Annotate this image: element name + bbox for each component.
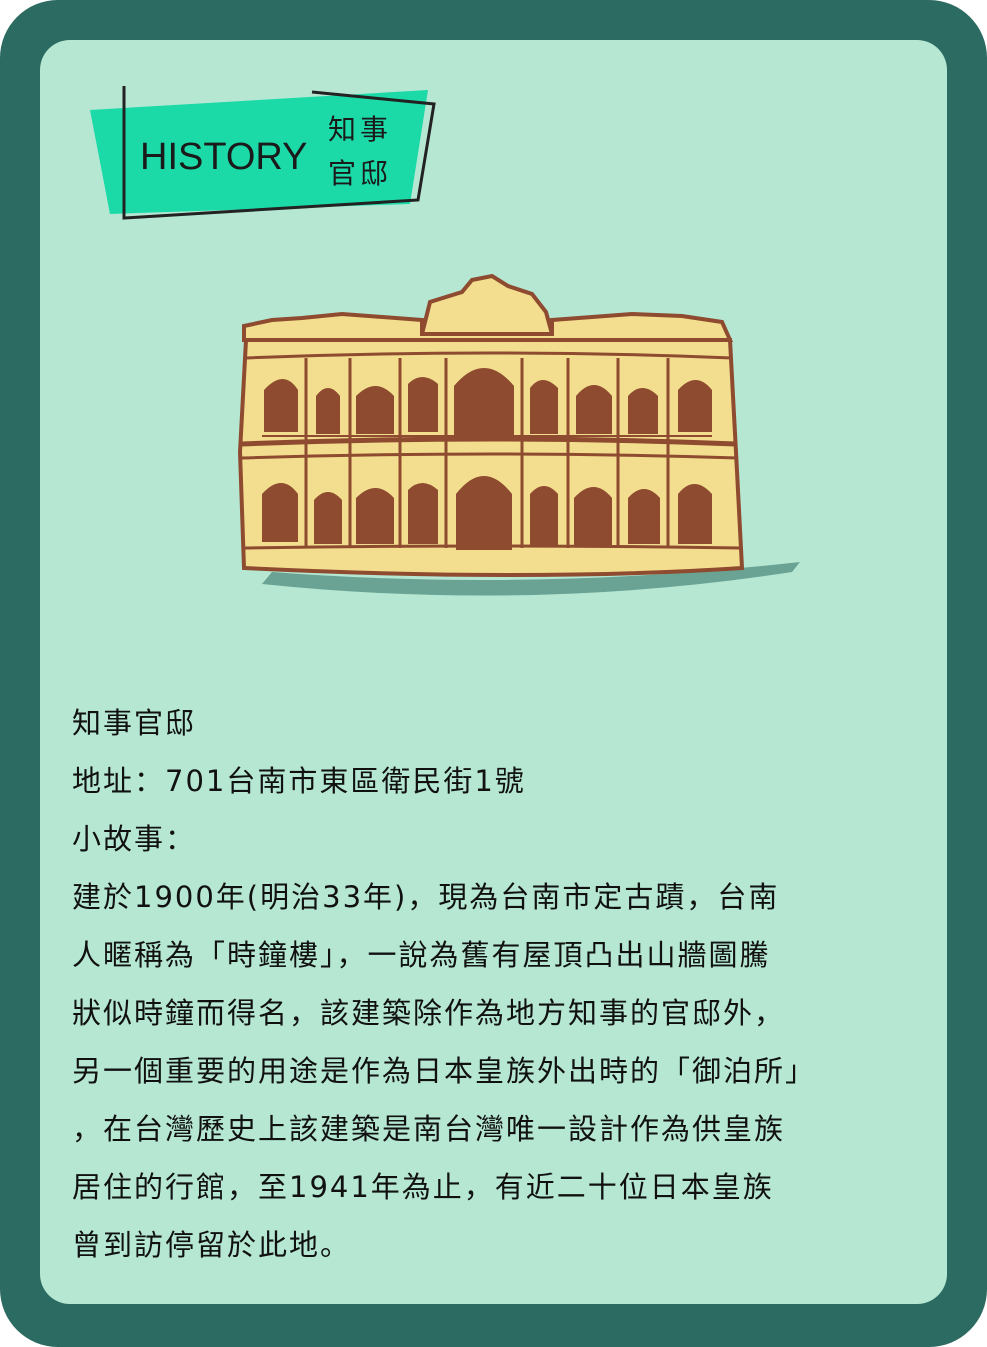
tag-chinese-line2: 官邸 [328,157,393,190]
story-line: 另一個重要的用途是作為日本皇族外出時的「御泊所」 [72,1054,817,1088]
building-roofline [242,311,734,342]
story-line: 居住的行館，至1941年為止，有近二十位日本皇族 [72,1170,774,1204]
building-shadow [262,562,800,596]
tag-english-title: HISTORY [140,136,308,178]
colonial-building-illustration [232,272,802,612]
story-label: 小故事： [72,822,197,856]
building-pediment [419,273,555,336]
story-line: 狀似時鐘而得名，該建築除作為地方知事的官邸外， [72,996,786,1030]
info-text: 知事官邸 地址：701台南市東區衛民街1號 小故事： 建於1900年(明治33年… [72,700,952,1280]
card [40,40,947,1304]
tag-chinese-line1: 知事 [328,113,393,146]
story-line: 人暱稱為「時鐘樓」，一說為舊有屋頂凸出山牆圖騰 [72,938,771,972]
site-name: 知事官邸 [72,706,197,740]
story-line: 建於1900年(明治33年)，現為台南市定古蹟，台南 [72,880,780,914]
building-svg [237,273,800,596]
story-line: ，在台灣歷史上該建築是南台灣唯一設計作為供皇族 [72,1112,786,1146]
history-tag: HISTORY 知事 官邸 [88,82,440,222]
tag-background [90,86,436,220]
story-line: 曾到訪停留於此地。 [72,1228,352,1262]
site-address: 地址：701台南市東區衛民街1號 [72,764,526,798]
